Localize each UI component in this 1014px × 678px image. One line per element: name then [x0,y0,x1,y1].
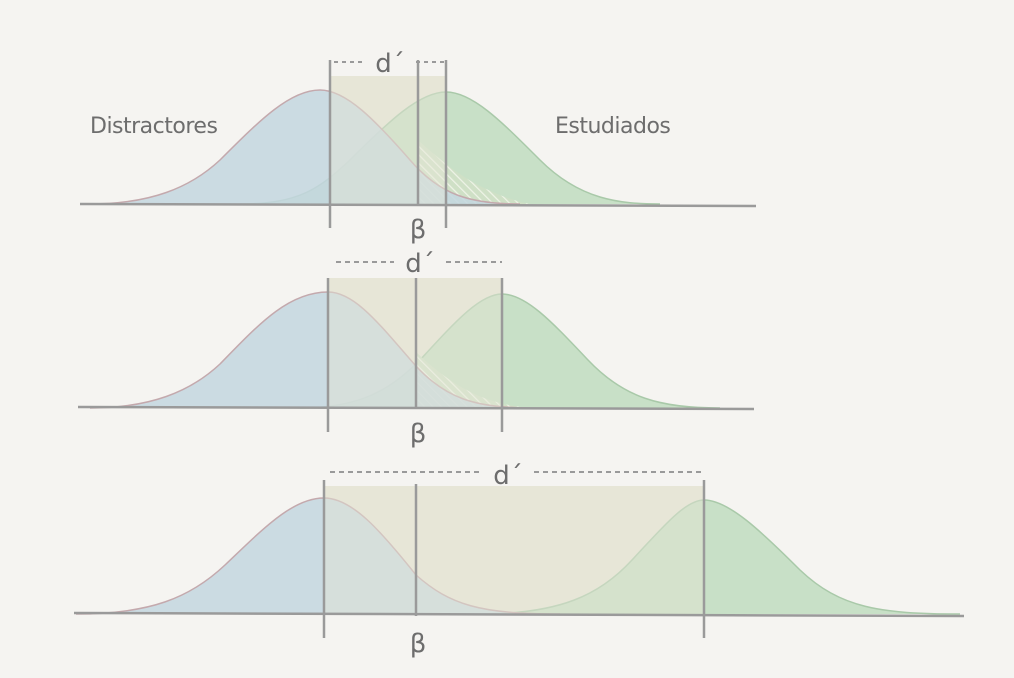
d-prime-label: d´ [405,249,435,279]
baseline [73,611,965,618]
beta-label: β [410,215,427,245]
distractor-distribution [90,90,520,204]
distractors-label: Distractores [90,114,217,139]
d-prime-band-overlay [330,76,446,204]
panel-2: d´ β [77,249,755,449]
d-prime-band-overlay [324,486,704,614]
distractor-curve [89,89,521,205]
distractor-distribution [90,292,530,408]
d-prime-label: d´ [375,49,405,79]
studied-label: Estudiados [555,114,670,139]
beta-label: β [410,419,427,449]
studied-distribution [480,500,960,614]
panel-1: d´ β Distractores Estudiados [79,49,757,245]
d-prime-label: d´ [493,461,523,491]
panel-3: d´ β [73,461,965,659]
beta-label: β [410,629,427,659]
distractor-distribution [76,498,560,614]
